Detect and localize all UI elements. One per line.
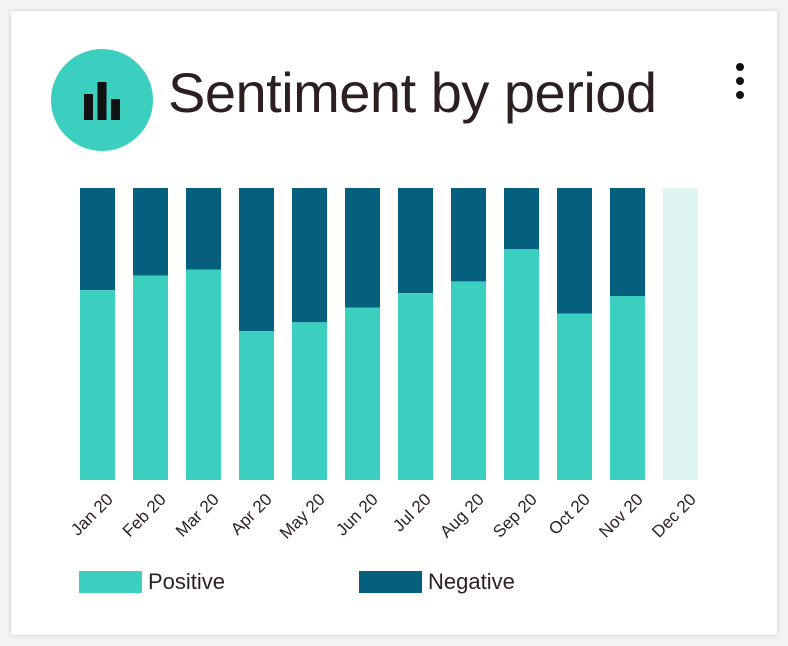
bar-negative[interactable] [345, 188, 380, 308]
x-tick-label: Oct 20 [545, 490, 594, 539]
x-tick-label: Apr 20 [227, 490, 276, 539]
more-options-icon[interactable] [729, 61, 753, 101]
legend-item-positive[interactable]: Positive [79, 566, 225, 598]
bar-positive[interactable] [239, 331, 274, 480]
x-tick-label: Jan 20 [67, 490, 117, 540]
bar-positive[interactable] [610, 296, 645, 480]
x-tick-label: May 20 [276, 490, 329, 543]
legend-label-negative: Negative [428, 569, 515, 594]
x-tick-label: Dec 20 [648, 490, 700, 542]
bar-negative[interactable] [504, 188, 539, 250]
x-tick-label: Sep 20 [489, 490, 541, 542]
x-tick-label: Jul 20 [389, 490, 435, 536]
stacked-bar-chart: Jan 20 Feb 20 Mar 20 Apr 20 May 20 Jun 20 Jul … [67, 188, 700, 543]
legend-swatch-negative [359, 571, 422, 593]
bar-positive[interactable] [557, 313, 592, 480]
bar-negative[interactable] [133, 188, 168, 276]
x-tick-label: Nov 20 [595, 490, 647, 542]
bar-negative[interactable] [451, 188, 486, 282]
chart-title: Sentiment by period [168, 61, 657, 124]
x-tick-label: Mar 20 [172, 490, 223, 541]
chart-legend: Positive Negative [11, 566, 777, 598]
x-tick-label: Aug 20 [436, 490, 488, 542]
bar-negative[interactable] [186, 188, 221, 270]
bar-positive[interactable] [451, 281, 486, 480]
bar-positive[interactable] [398, 293, 433, 480]
bar-positive[interactable] [80, 290, 115, 480]
bar-positive[interactable] [345, 307, 380, 480]
bar-negative[interactable] [80, 188, 115, 291]
bar-positive[interactable] [133, 275, 168, 480]
bar-empty[interactable] [663, 188, 698, 480]
legend-swatch-positive [79, 571, 142, 593]
x-tick-label: Jun 20 [332, 490, 382, 540]
x-tick-label: Feb 20 [119, 490, 170, 541]
sentiment-card: Sentiment by period Jan 20 Feb 20 Mar 20 Ap… [11, 11, 777, 635]
bar-chart-icon [51, 49, 153, 151]
legend-label-positive: Positive [148, 569, 226, 594]
bar-positive[interactable] [504, 249, 539, 480]
bar-negative[interactable] [557, 188, 592, 314]
bar-positive[interactable] [292, 322, 327, 480]
bar-negative[interactable] [292, 188, 327, 323]
bar-positive[interactable] [186, 269, 221, 480]
bar-negative[interactable] [398, 188, 433, 294]
bar-negative[interactable] [239, 188, 274, 332]
legend-item-negative[interactable]: Negative [359, 566, 515, 598]
bar-negative[interactable] [610, 188, 645, 297]
